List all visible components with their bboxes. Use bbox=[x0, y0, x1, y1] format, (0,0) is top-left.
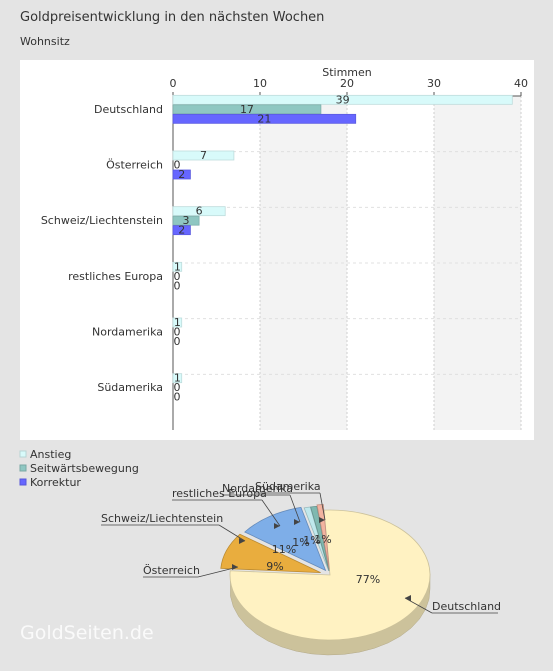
bar bbox=[172, 113, 357, 124]
pie-callout-arrow bbox=[405, 595, 411, 601]
x-tick-label: 30 bbox=[427, 77, 441, 90]
bar-value-label: 1 bbox=[174, 260, 181, 273]
pie-callout-line bbox=[261, 499, 281, 527]
bar-value-label: 7 bbox=[200, 149, 207, 162]
bar bbox=[172, 317, 183, 328]
category-label: Südamerika bbox=[97, 381, 163, 394]
pie-callout-line bbox=[404, 597, 433, 614]
pie-slice bbox=[220, 533, 321, 574]
chart-subtitle: Wohnsitz bbox=[20, 35, 70, 48]
legend-swatch bbox=[19, 450, 27, 458]
bar-value-label: 0 bbox=[174, 279, 181, 292]
pie-percent-label: 1% bbox=[303, 534, 320, 547]
grid-band bbox=[260, 96, 347, 430]
bar-value-label: 0 bbox=[174, 326, 181, 339]
bar bbox=[172, 206, 226, 217]
pie-percent-label: 11% bbox=[272, 543, 296, 556]
bar-value-label: 0 bbox=[174, 270, 181, 283]
pie-callout-arrow bbox=[294, 519, 300, 525]
pie-percent-label: 77% bbox=[356, 573, 380, 586]
pie-percent-label: 1% bbox=[292, 536, 309, 549]
category-label: Österreich bbox=[106, 159, 163, 172]
bar-value-label: 0 bbox=[174, 391, 181, 404]
bar-value-label: 1 bbox=[174, 316, 181, 329]
pie-callout-arrow bbox=[319, 517, 325, 523]
category-label: Nordamerika bbox=[92, 326, 163, 339]
pie-slice bbox=[244, 506, 327, 572]
x-tick-label: 10 bbox=[253, 77, 267, 90]
bar-value-label: 2 bbox=[178, 168, 185, 181]
watermark: GoldSeiten.de bbox=[20, 622, 154, 644]
legend-label: Anstieg bbox=[30, 448, 71, 461]
pie-slice-label: Österreich bbox=[143, 564, 200, 577]
bar bbox=[172, 261, 183, 272]
pie-callout-line bbox=[289, 494, 301, 523]
bar-value-label: 1 bbox=[174, 372, 181, 385]
pie-slice bbox=[229, 509, 431, 641]
pie-percent-label: 9% bbox=[266, 560, 283, 573]
legend-label: Seitwärtsbewegung bbox=[30, 462, 139, 475]
bar bbox=[172, 169, 191, 180]
pie-slice-label: restliches Europa bbox=[172, 487, 267, 500]
bar bbox=[172, 373, 183, 384]
category-label: Schweiz/Liechtenstein bbox=[41, 214, 163, 227]
pie-callout-arrow bbox=[274, 523, 280, 529]
bar bbox=[172, 215, 200, 226]
x-tick-label: 20 bbox=[340, 77, 354, 90]
grid-band bbox=[434, 96, 521, 430]
pie-callout-line bbox=[319, 492, 326, 521]
pie-slice-label: Deutschland bbox=[432, 600, 501, 613]
pie-callout-line bbox=[197, 566, 239, 578]
category-label: restliches Europa bbox=[68, 270, 163, 283]
pie-callout-arrow bbox=[232, 564, 238, 570]
x-tick-label: 40 bbox=[514, 77, 528, 90]
chart-title: Goldpreisentwicklung in den nächsten Woc… bbox=[20, 10, 325, 25]
pie-slice-label: Nordamerika bbox=[222, 482, 293, 495]
legend-swatch bbox=[19, 478, 27, 486]
legend-label: Korrektur bbox=[30, 476, 81, 489]
bar bbox=[172, 225, 191, 236]
bar bbox=[172, 94, 513, 105]
bar-value-label: 39 bbox=[336, 93, 350, 106]
pie-slice-label: Südamerika bbox=[255, 480, 321, 493]
bar-value-label: 0 bbox=[174, 159, 181, 172]
pie-callout-line bbox=[218, 524, 246, 542]
bar-value-label: 17 bbox=[240, 103, 254, 116]
bar bbox=[172, 104, 322, 115]
legend-swatch bbox=[19, 464, 27, 472]
pie-callout-arrow bbox=[239, 538, 245, 544]
pie-percent-label: 1% bbox=[314, 533, 331, 546]
bar bbox=[172, 150, 235, 161]
bar-value-label: 3 bbox=[183, 214, 190, 227]
pie-slice-label: Schweiz/Liechtenstein bbox=[101, 512, 223, 525]
bar-value-label: 2 bbox=[178, 224, 185, 237]
x-tick-label: 0 bbox=[170, 77, 177, 90]
pie-slice bbox=[310, 505, 330, 571]
x-axis-title: Stimmen bbox=[322, 66, 372, 79]
bar-value-label: 6 bbox=[196, 205, 203, 218]
bar-value-label: 21 bbox=[257, 112, 271, 125]
category-label: Deutschland bbox=[94, 103, 163, 116]
bar-value-label: 0 bbox=[174, 381, 181, 394]
bar-value-label: 0 bbox=[174, 335, 181, 348]
